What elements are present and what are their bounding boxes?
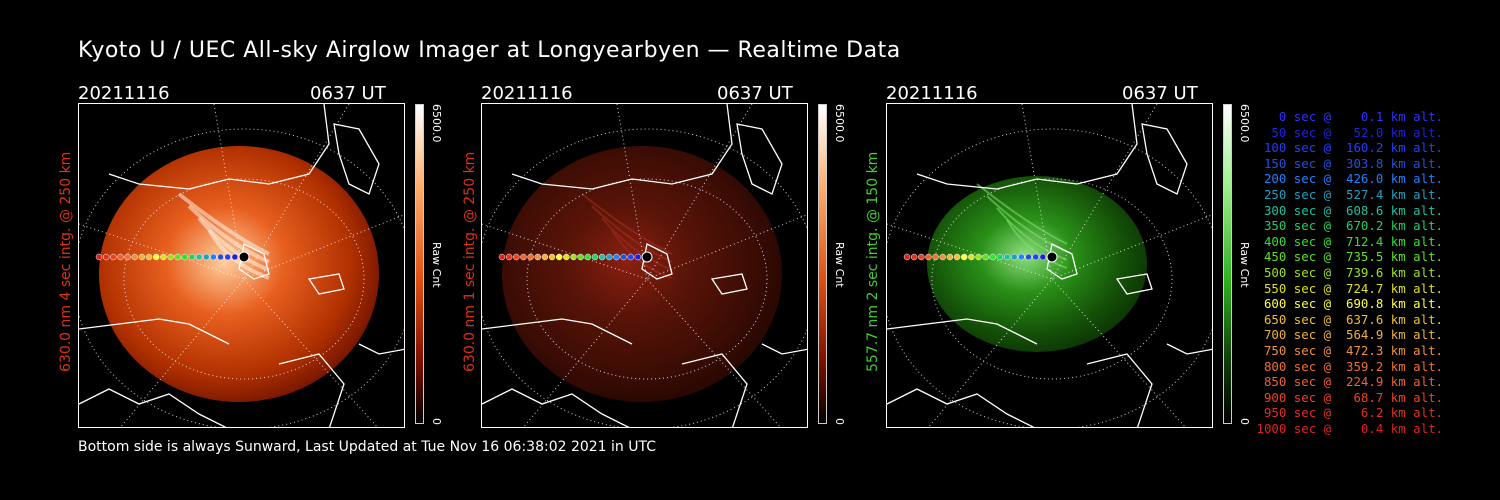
panel-2-image bbox=[481, 103, 808, 428]
panel-3-colorbar-max: 6500.0 bbox=[1238, 104, 1251, 143]
panel-1-wavelength-label: 630.0 nm 4 sec intg. @ 250 km bbox=[58, 151, 74, 372]
legend-entry: 1000 sec @ 0.4 km alt. bbox=[1256, 421, 1444, 436]
legend-entry: 200 sec @ 426.0 km alt. bbox=[1263, 171, 1443, 187]
legend-entry: 950 sec @ 6.2 km alt. bbox=[1263, 405, 1443, 421]
panel-1-time: 0637 UT bbox=[310, 83, 386, 104]
panel-3-colorbar-unit: Raw Cnt bbox=[1238, 242, 1251, 288]
panel-2-date: 20211116 bbox=[481, 83, 573, 104]
panel-2-colorbar-max: 6500.0 bbox=[833, 104, 846, 143]
legend-entry: 100 sec @ 160.2 km alt. bbox=[1263, 140, 1443, 156]
panel-3-wavelength-label: 557.7 nm 2 sec intg. @ 150 km bbox=[865, 151, 881, 372]
legend-entry: 550 sec @ 724.7 km alt. bbox=[1263, 280, 1443, 296]
panel-2-colorbar-unit: Raw Cnt bbox=[833, 242, 846, 288]
panel-2-colorbar-min: 0 bbox=[833, 418, 846, 425]
legend-entry: 300 sec @ 608.6 km alt. bbox=[1263, 202, 1443, 218]
panel-1-image bbox=[78, 103, 405, 428]
panel-3-image bbox=[886, 103, 1213, 428]
panel-3-time: 0637 UT bbox=[1122, 83, 1198, 104]
legend-entry: 700 sec @ 564.9 km alt. bbox=[1263, 327, 1443, 343]
panel-2-colorbar bbox=[818, 104, 827, 424]
legend-entry: 450 sec @ 735.5 km alt. bbox=[1263, 249, 1443, 265]
legend-entry: 0 sec @ 0.1 km alt. bbox=[1278, 109, 1443, 124]
page-title: Kyoto U / UEC All-sky Airglow Imager at … bbox=[78, 38, 901, 63]
legend-entry: 350 sec @ 670.2 km alt. bbox=[1263, 218, 1443, 234]
legend-entry: 250 sec @ 527.4 km alt. bbox=[1263, 187, 1443, 202]
legend-entry: 150 sec @ 303.8 km alt. bbox=[1263, 155, 1443, 171]
legend-entry: 900 sec @ 68.7 km alt. bbox=[1263, 389, 1443, 405]
panel-3-date: 20211116 bbox=[886, 83, 978, 104]
panel-1-colorbar-unit: Raw Cnt bbox=[430, 242, 443, 288]
panel-2-time: 0637 UT bbox=[717, 83, 793, 104]
legend-entry: 500 sec @ 739.6 km alt. bbox=[1263, 265, 1443, 280]
legend-entry: 400 sec @ 712.4 km alt. bbox=[1263, 233, 1443, 249]
panel-2-wavelength-label: 630.0 nm 1 sec intg. @ 250 km bbox=[462, 151, 478, 372]
panel-3-colorbar bbox=[1223, 104, 1232, 424]
legend-entry: 750 sec @ 472.3 km alt. bbox=[1263, 343, 1443, 358]
panel-1-date: 20211116 bbox=[78, 83, 170, 104]
legend-entry: 800 sec @ 359.2 km alt. bbox=[1263, 358, 1443, 374]
legend-entry: 50 sec @ 52.0 km alt. bbox=[1271, 124, 1443, 140]
panel-1-colorbar-max: 6500.0 bbox=[430, 104, 443, 143]
legend-entry: 850 sec @ 224.9 km alt. bbox=[1263, 374, 1443, 390]
panel-3-colorbar-min: 0 bbox=[1238, 418, 1251, 425]
panel-1-colorbar-min: 0 bbox=[430, 418, 443, 425]
legend-entry: 600 sec @ 690.8 km alt. bbox=[1263, 296, 1443, 312]
legend-entry: 650 sec @ 637.6 km alt. bbox=[1263, 311, 1443, 327]
panel-1-colorbar bbox=[415, 104, 424, 424]
footer-status: Bottom side is always Sunward, Last Upda… bbox=[78, 439, 656, 455]
